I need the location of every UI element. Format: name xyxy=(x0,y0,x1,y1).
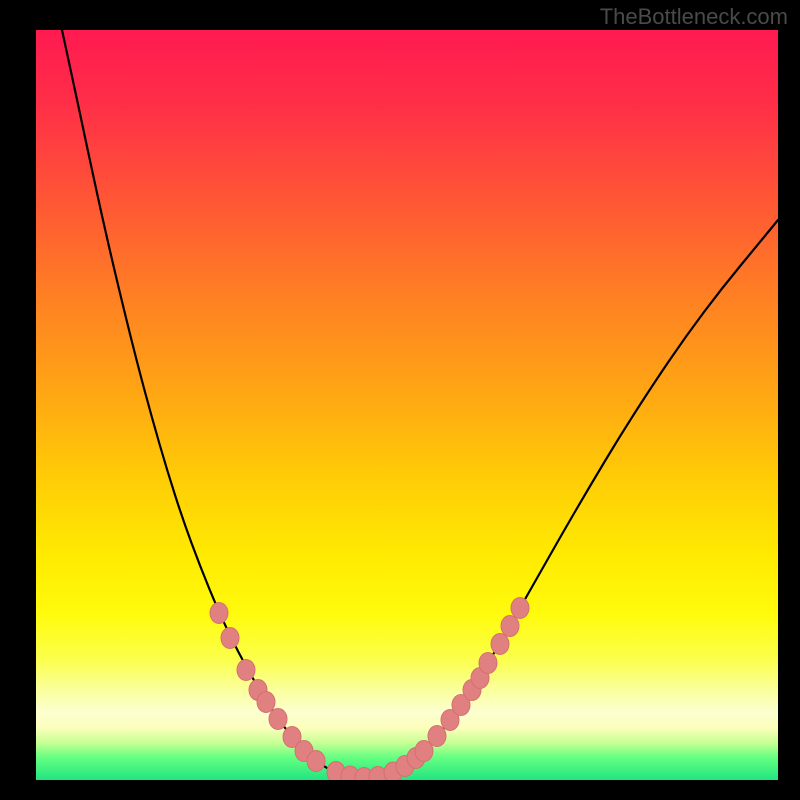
watermark-text: TheBottleneck.com xyxy=(600,4,788,30)
chart-container: TheBottleneck.com xyxy=(0,0,800,800)
data-marker xyxy=(307,751,325,772)
data-marker xyxy=(237,660,255,681)
data-marker xyxy=(221,628,239,649)
plot-area xyxy=(36,30,778,780)
data-marker xyxy=(501,616,519,637)
data-marker xyxy=(428,726,446,747)
data-marker xyxy=(257,692,275,713)
gradient-background xyxy=(36,30,778,780)
data-marker xyxy=(210,603,228,624)
plot-svg xyxy=(36,30,778,780)
data-marker xyxy=(479,653,497,674)
data-marker xyxy=(269,709,287,730)
data-marker xyxy=(511,598,529,619)
data-marker xyxy=(491,634,509,655)
